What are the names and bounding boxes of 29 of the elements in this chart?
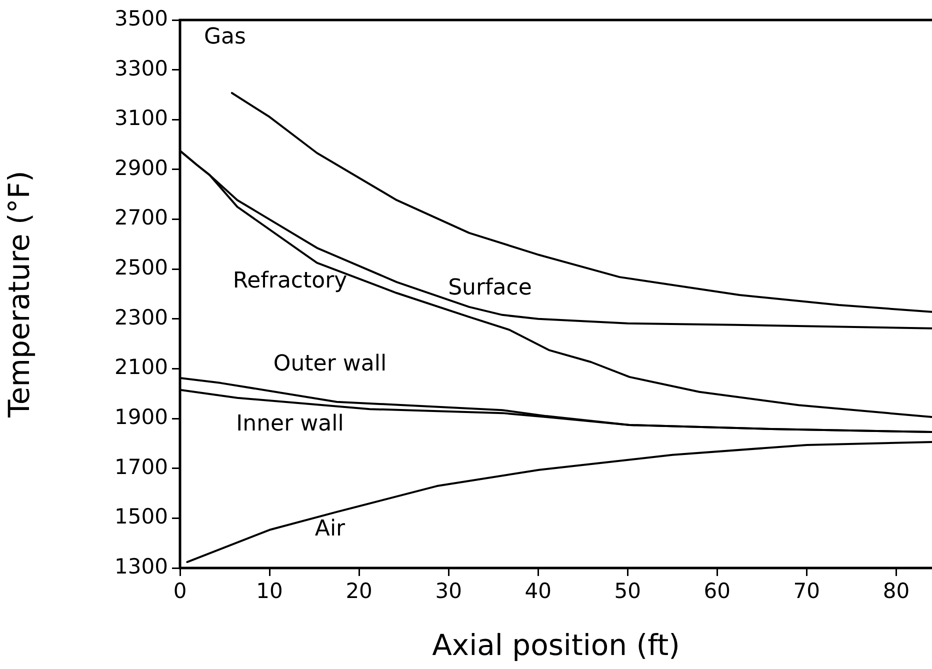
series-label: Surface — [448, 276, 532, 301]
series-label: Air — [314, 516, 346, 542]
x-tick-label: 70 — [793, 579, 820, 604]
y-tick-label: 2700 — [114, 206, 168, 230]
x-tick-label: 0 — [173, 579, 187, 604]
series-label: Outer wall — [273, 352, 387, 377]
y-tick-label: 2100 — [114, 355, 168, 380]
y-tick-label: 2300 — [114, 305, 168, 330]
y-tick-label: 1500 — [114, 504, 168, 529]
x-tick-label: 80 — [882, 579, 910, 604]
y-tick-label: 3100 — [114, 106, 168, 130]
x-tick-label: 20 — [346, 579, 372, 604]
y-tick-label: 1900 — [114, 405, 168, 429]
x-tick-label: 50 — [614, 579, 641, 604]
series-label: Inner wall — [236, 412, 344, 437]
y-tick-label: 1300 — [114, 554, 168, 578]
x-tick-label: 60 — [704, 579, 731, 604]
y-tick-label: 1700 — [114, 454, 168, 479]
x-tick-label: 30 — [435, 579, 462, 604]
y-tick-label: 2900 — [114, 156, 168, 180]
x-tick-label: 10 — [256, 579, 283, 604]
text: Gas — [204, 24, 246, 50]
y-tick-label: 2500 — [114, 256, 168, 280]
series-label: Refractory — [232, 268, 348, 294]
y-tick-label: 3500 — [114, 6, 168, 30]
x-axis-title: Axial position (ft) — [432, 628, 680, 662]
x-tick-label: 40 — [524, 579, 552, 604]
y-tick-label: 3300 — [114, 56, 168, 80]
y-axis-title: Temperature (°F) — [2, 170, 36, 418]
